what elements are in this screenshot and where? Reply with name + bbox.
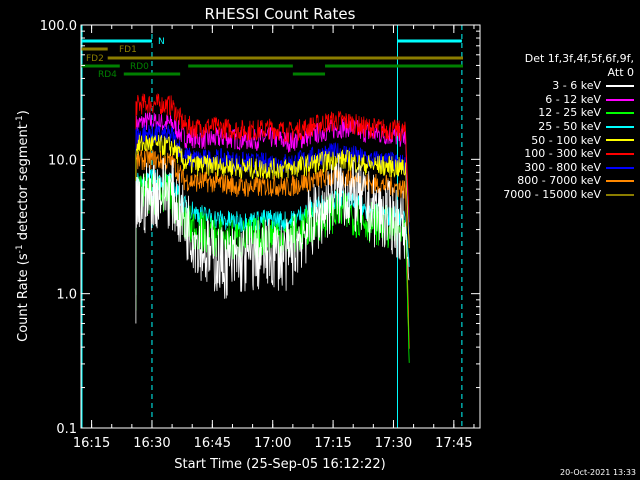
annotation-label-rd0: RD0 <box>130 62 149 72</box>
legend-label-300-800-kev: 300 - 800 keV <box>524 160 601 174</box>
legend-label-6-12-kev: 6 - 12 keV <box>545 92 601 106</box>
footer-timestamp: 20-Oct-2021 13:33 <box>560 468 636 477</box>
legend-swatch-6-12-kev <box>606 98 634 101</box>
y-axis-label: Count Rate (s-1 detector segment-1) <box>15 110 31 342</box>
legend-swatch-7000-15000-kev <box>606 193 634 196</box>
legend-swatch-3-6-kev <box>606 84 634 87</box>
y-label-exponent-2: -1 <box>15 115 25 124</box>
legend-label-25-50-kev: 25 - 50 keV <box>538 119 601 133</box>
x-tick-label-17-45: 17:45 <box>435 436 472 451</box>
series-line-100-300-kev <box>135 92 410 223</box>
x-tick-label-16-30: 16:30 <box>133 436 170 451</box>
series-line-12-25-kev <box>135 170 410 363</box>
legend-label-7000-15000-kev: 7000 - 15000 keV <box>503 187 601 201</box>
legend-swatch-800-7000-kev <box>606 180 634 183</box>
y-tick-label-10-0: 10.0 <box>48 153 77 168</box>
legend-label-3-6-kev: 3 - 6 keV <box>552 79 601 93</box>
legend-entry-3-6-kev: 3 - 6 keV <box>478 79 638 93</box>
plot-frame <box>80 24 481 429</box>
x-tick-label-17-15: 17:15 <box>314 436 351 451</box>
chart-title: RHESSI Count Rates <box>205 5 356 23</box>
legend-label-50-100-kev: 50 - 100 keV <box>531 133 601 147</box>
annotation-label-fd1: FD1 <box>119 45 137 55</box>
legend-swatch-50-100-kev <box>606 139 634 142</box>
y-label-exponent-1: -1 <box>15 244 25 253</box>
x-tick-label-17-00: 17:00 <box>254 436 291 451</box>
series-line-3-6-kev <box>135 154 410 324</box>
legend-entry-7000-15000-kev: 7000 - 15000 keV <box>478 188 638 202</box>
x-tick-label-16-45: 16:45 <box>194 436 231 451</box>
legend-entry-12-25-kev: 12 - 25 keV <box>478 106 638 120</box>
legend-label-12-25-kev: 12 - 25 keV <box>538 106 601 120</box>
legend-label-800-7000-kev: 800 - 7000 keV <box>517 174 601 188</box>
x-tick-label-16-15: 16:15 <box>73 436 110 451</box>
legend-swatch-100-300-kev <box>606 152 634 155</box>
y-label-middle: detector segment <box>16 124 31 244</box>
legend-swatch-25-50-kev <box>606 125 634 128</box>
legend-header-attenuator: Att 0 <box>607 65 634 79</box>
series-line-6-12-kev <box>135 112 410 244</box>
legend-entry-50-100-kev: 50 - 100 keV <box>478 134 638 148</box>
y-label-prefix: Count Rate (s <box>16 253 31 342</box>
x-axis-label: Start Time (25-Sep-05 16:12:22) <box>174 457 385 472</box>
x-tick-label-17-30: 17:30 <box>375 436 412 451</box>
legend-entry-6-12-kev: 6 - 12 keV <box>478 93 638 107</box>
y-tick-label-0-1: 0.1 <box>56 422 77 437</box>
y-tick-label-100-0: 100.0 <box>40 19 77 34</box>
legend-header-detectors: Det 1f,3f,4f,5f,6f,9f, <box>524 52 634 65</box>
legend-swatch-12-25-kev <box>606 112 634 115</box>
legend-label-100-300-kev: 100 - 300 keV <box>524 147 601 161</box>
annotation-label-fd2: FD2 <box>86 54 104 64</box>
legend-entry-300-800-kev: 300 - 800 keV <box>478 161 638 175</box>
y-label-suffix: ) <box>16 110 31 115</box>
legend-entry-800-7000-kev: 800 - 7000 keV <box>478 174 638 188</box>
y-tick-label-1-0: 1.0 <box>56 288 77 303</box>
annotation-label-rd4: RD4 <box>98 70 117 80</box>
legend: Det 1f,3f,4f,5f,6f,9f, Att 0 3 - 6 keV 6 … <box>478 52 638 202</box>
annotation-label-n: N <box>158 37 165 47</box>
legend-entry-100-300-kev: 100 - 300 keV <box>478 147 638 161</box>
legend-swatch-300-800-kev <box>606 166 634 169</box>
legend-entry-25-50-kev: 25 - 50 keV <box>478 120 638 134</box>
series-line-50-100-kev <box>135 134 410 257</box>
